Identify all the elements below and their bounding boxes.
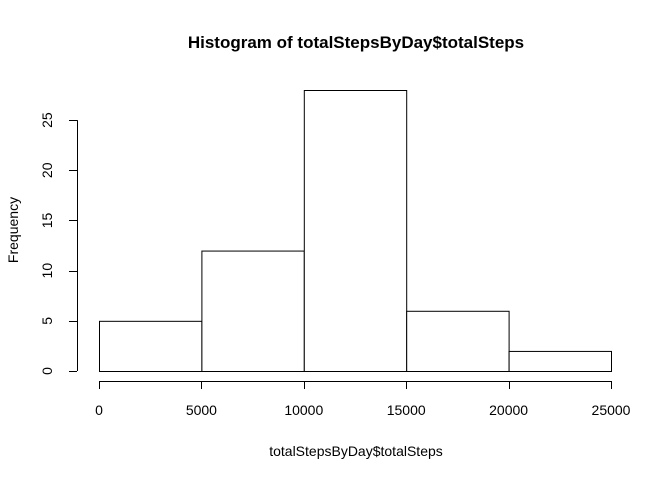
y-tick-label: 5: [39, 317, 55, 325]
histogram-bar-5: [508, 350, 613, 372]
y-tick-label: 20: [39, 162, 55, 178]
x-tick-label: 20000: [489, 402, 528, 418]
x-tick-label: 10000: [284, 402, 323, 418]
bars-group: [99, 90, 613, 373]
y-tick-label: 10: [39, 263, 55, 279]
x-tick-label: 25000: [592, 402, 631, 418]
y-tick-label: 15: [39, 212, 55, 228]
x-axis: 0 5000 10000 15000 20000 25000: [95, 381, 631, 418]
y-tick-label: 25: [39, 112, 55, 128]
histogram-bar-3: [303, 90, 408, 372]
y-axis: 0 5 10 15 20 25: [39, 112, 78, 375]
y-axis-label: Frequency: [5, 197, 21, 263]
x-tick-label: 5000: [186, 402, 217, 418]
x-axis-label: totalStepsByDay$totalSteps: [269, 443, 443, 459]
histogram-bar-1: [99, 320, 203, 373]
histogram-bar-4: [406, 310, 510, 372]
chart-title: Histogram of totalStepsByDay$totalSteps: [188, 33, 524, 52]
y-tick-label: 0: [39, 367, 55, 375]
x-tick-label: 0: [95, 402, 103, 418]
histogram-bar-2: [201, 250, 305, 372]
x-tick-label: 15000: [387, 402, 426, 418]
